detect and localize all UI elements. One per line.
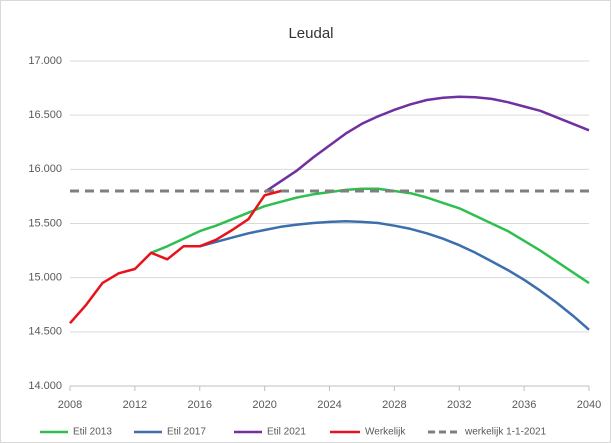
series-line bbox=[69, 189, 282, 325]
y-tick-label: 15.000 bbox=[28, 272, 62, 284]
series-line bbox=[150, 187, 590, 285]
x-tick-label: 2020 bbox=[252, 399, 276, 411]
y-tick-label: 16.000 bbox=[28, 163, 62, 175]
legend-label: Etil 2021 bbox=[267, 427, 306, 438]
legend-label: Etil 2017 bbox=[167, 427, 206, 438]
chart-title: Leudal bbox=[288, 25, 333, 42]
x-tick-label: 2016 bbox=[188, 399, 212, 411]
x-tick-label: 2012 bbox=[123, 399, 147, 411]
series-line bbox=[199, 220, 590, 331]
legend-label: werkelijk 1-1-2021 bbox=[464, 427, 547, 438]
x-tick-label: 2024 bbox=[317, 399, 341, 411]
y-tick-label: 15.500 bbox=[28, 217, 62, 229]
x-tick-label: 2028 bbox=[382, 399, 406, 411]
y-tick-label: 17.000 bbox=[28, 55, 62, 67]
x-tick-label: 2008 bbox=[58, 399, 82, 411]
series-line bbox=[263, 95, 590, 194]
x-tick-label: 2032 bbox=[447, 399, 471, 411]
y-tick-label: 16.500 bbox=[28, 109, 62, 121]
x-tick-label: 2036 bbox=[512, 399, 536, 411]
y-tick-label: 14.000 bbox=[28, 380, 62, 392]
y-tick-label: 14.500 bbox=[28, 326, 62, 338]
legend-label: Etil 2013 bbox=[73, 427, 112, 438]
legend-label: Werkelijk bbox=[365, 427, 406, 438]
x-tick-label: 2040 bbox=[577, 399, 601, 411]
